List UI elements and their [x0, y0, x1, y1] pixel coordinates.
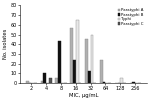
Bar — [120, 78, 123, 83]
Legend: Paratyphi A, Paratyphi B, Typhi, Paratyphi C: Paratyphi A, Paratyphi B, Typhi, Paratyp… — [117, 7, 145, 27]
Bar — [100, 60, 103, 83]
X-axis label: MIC, μg/mL: MIC, μg/mL — [69, 93, 98, 98]
Bar — [43, 73, 46, 83]
Bar — [73, 60, 76, 83]
Bar — [40, 81, 43, 83]
Bar — [103, 82, 105, 83]
Bar — [76, 20, 79, 83]
Bar — [132, 82, 135, 83]
Bar — [91, 35, 93, 83]
Bar — [55, 78, 58, 83]
Bar — [70, 28, 73, 83]
Bar — [26, 81, 28, 83]
Bar — [85, 39, 88, 83]
Bar — [49, 78, 52, 83]
Y-axis label: No. isolates: No. isolates — [3, 29, 8, 59]
Bar — [58, 41, 61, 83]
Bar — [88, 71, 91, 83]
